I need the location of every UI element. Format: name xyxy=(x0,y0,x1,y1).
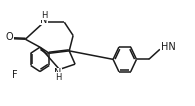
Text: HN: HN xyxy=(161,42,176,52)
Text: N: N xyxy=(54,68,62,78)
Text: H: H xyxy=(41,11,47,20)
Text: N: N xyxy=(40,15,48,25)
Text: O: O xyxy=(6,32,14,42)
Text: F: F xyxy=(12,70,18,80)
Text: H: H xyxy=(55,73,61,82)
